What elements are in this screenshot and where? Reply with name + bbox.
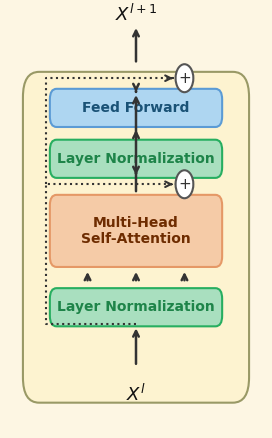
- Text: $X^{l+1}$: $X^{l+1}$: [115, 4, 157, 25]
- Text: Layer Normalization: Layer Normalization: [57, 152, 215, 166]
- Text: Layer Normalization: Layer Normalization: [57, 300, 215, 314]
- FancyBboxPatch shape: [50, 140, 222, 178]
- FancyBboxPatch shape: [50, 288, 222, 326]
- Text: $+$: $+$: [178, 177, 191, 192]
- FancyBboxPatch shape: [23, 72, 249, 403]
- Text: $X^l$: $X^l$: [126, 384, 146, 405]
- FancyBboxPatch shape: [50, 89, 222, 127]
- FancyBboxPatch shape: [50, 195, 222, 267]
- Circle shape: [175, 64, 193, 92]
- Text: Feed Forward: Feed Forward: [82, 101, 190, 115]
- Text: Multi-Head
Self-Attention: Multi-Head Self-Attention: [81, 216, 191, 246]
- Circle shape: [175, 170, 193, 198]
- Text: $+$: $+$: [178, 71, 191, 86]
